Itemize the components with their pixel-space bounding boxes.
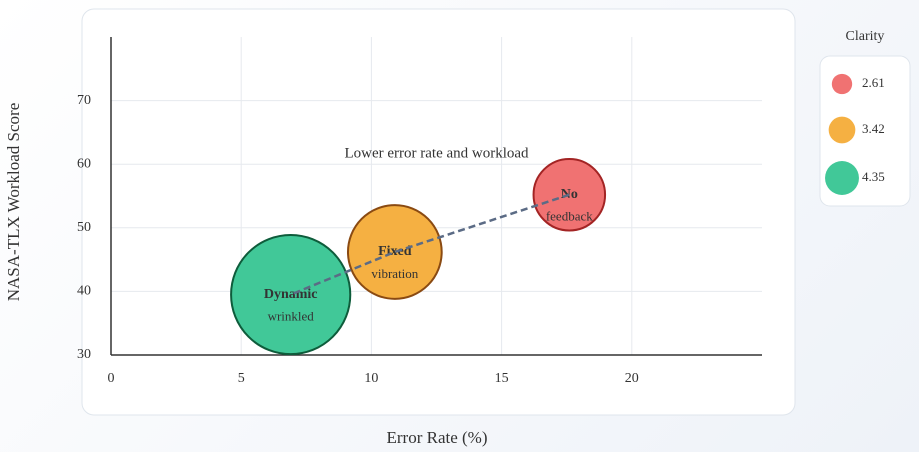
- legend-title: Clarity: [846, 29, 885, 44]
- bubble-label: wrinkled: [268, 309, 315, 324]
- y-tick-label: 60: [77, 156, 91, 171]
- bubble-label: Dynamic: [264, 287, 318, 302]
- x-axis-label: Error Rate (%): [386, 428, 487, 447]
- trend-line: [290, 193, 570, 296]
- bubble-label: feedback: [546, 209, 593, 224]
- y-tick-label: 70: [77, 93, 91, 108]
- legend-label: 4.35: [862, 169, 885, 184]
- bubble-label: No: [561, 187, 578, 202]
- x-tick-label: 15: [495, 371, 509, 386]
- bubble: [230, 233, 352, 356]
- legend-marker: [825, 161, 859, 195]
- x-tick-label: 5: [238, 371, 245, 386]
- legend-marker: [828, 116, 856, 144]
- bubble-label: vibration: [371, 266, 418, 281]
- y-axis-label: NASA-TLX Workload Score: [4, 103, 23, 302]
- bubble: [346, 204, 443, 300]
- annotation: Lower error rate and workload: [344, 145, 529, 161]
- chart-card: [81, 8, 796, 416]
- x-tick-label: 0: [108, 371, 115, 386]
- y-tick-label: 50: [77, 220, 91, 235]
- legend-label: 3.42: [862, 121, 885, 136]
- x-tick-label: 10: [364, 371, 378, 386]
- x-tick-label: 20: [625, 371, 639, 386]
- legend-label: 2.61: [862, 75, 885, 90]
- legend-marker: [831, 73, 853, 95]
- y-tick-label: 40: [77, 284, 91, 299]
- bubble-label: Fixed: [378, 244, 412, 259]
- y-tick-label: 30: [77, 347, 91, 362]
